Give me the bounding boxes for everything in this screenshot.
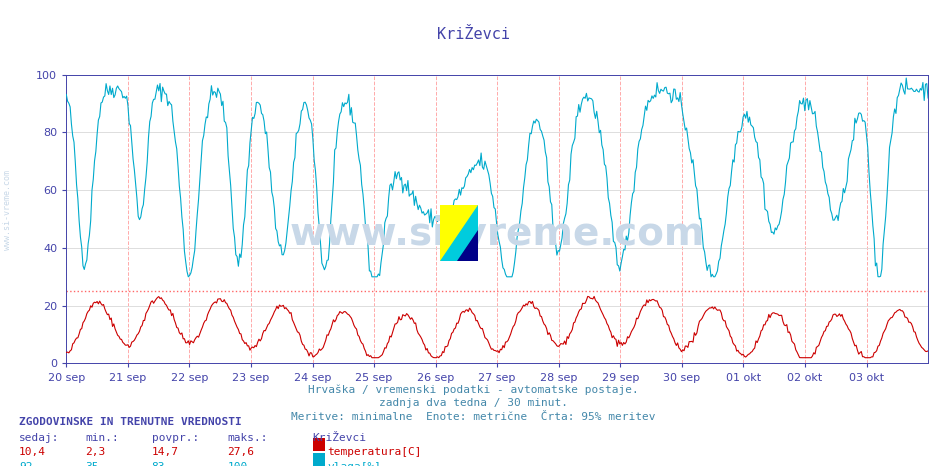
- Text: 92: 92: [19, 462, 32, 466]
- Text: vlaga[%]: vlaga[%]: [328, 462, 382, 466]
- Text: zadnja dva tedna / 30 minut.: zadnja dva tedna / 30 minut.: [379, 398, 568, 408]
- Bar: [313, 438, 325, 451]
- Text: Hrvaška / vremenski podatki - avtomatske postaje.: Hrvaška / vremenski podatki - avtomatske…: [308, 384, 639, 395]
- Polygon shape: [440, 205, 478, 261]
- Text: 35: 35: [85, 462, 98, 466]
- Text: sedaj:: sedaj:: [19, 433, 60, 443]
- Text: 2,3: 2,3: [85, 447, 105, 457]
- Text: 10,4: 10,4: [19, 447, 46, 457]
- Text: maks.:: maks.:: [227, 433, 268, 443]
- Text: 100: 100: [227, 462, 247, 466]
- Bar: [313, 453, 325, 466]
- Text: Meritve: minimalne  Enote: metrične  Črta: 95% meritev: Meritve: minimalne Enote: metrične Črta:…: [292, 412, 655, 422]
- Text: KriŽevci: KriŽevci: [437, 27, 510, 42]
- Text: temperatura[C]: temperatura[C]: [328, 447, 422, 457]
- Text: www.si-vreme.com: www.si-vreme.com: [290, 214, 705, 253]
- Text: min.:: min.:: [85, 433, 119, 443]
- Polygon shape: [457, 230, 478, 261]
- Text: 27,6: 27,6: [227, 447, 255, 457]
- Text: www.si-vreme.com: www.si-vreme.com: [3, 170, 12, 250]
- Text: 83: 83: [152, 462, 165, 466]
- Text: KriŽevci: KriŽevci: [313, 433, 366, 443]
- Text: ZGODOVINSKE IN TRENUTNE VREDNOSTI: ZGODOVINSKE IN TRENUTNE VREDNOSTI: [19, 417, 241, 427]
- Polygon shape: [440, 205, 478, 261]
- Text: povpr.:: povpr.:: [152, 433, 199, 443]
- Text: 14,7: 14,7: [152, 447, 179, 457]
